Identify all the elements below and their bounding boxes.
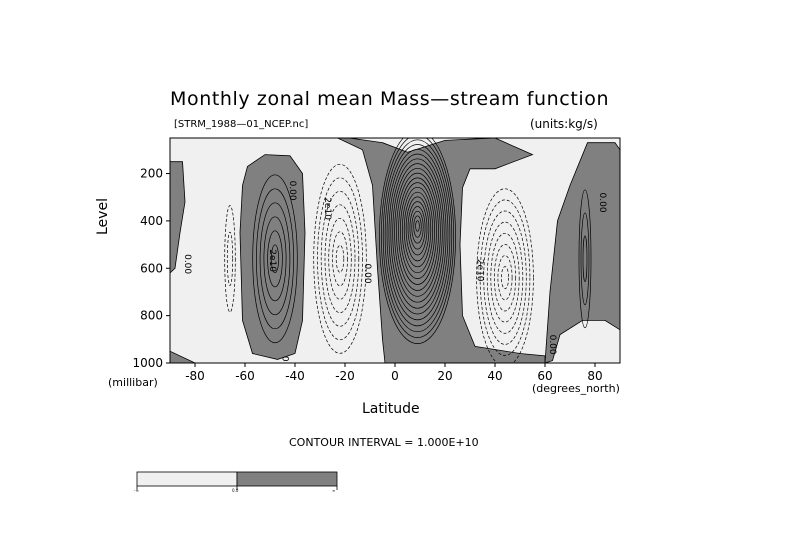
contour-sh-polar-2 bbox=[256, 188, 294, 330]
file-name: [STRM_1988—01_NCEP.nc] bbox=[174, 119, 309, 130]
x-tick-label--80: -80 bbox=[185, 369, 205, 383]
contour-label-3: 2e10 bbox=[267, 249, 277, 272]
contour-hadley-6 bbox=[388, 153, 447, 315]
contour-sh-polar-4 bbox=[263, 216, 287, 302]
x-axis-title: Latitude bbox=[362, 401, 420, 417]
x-axis-unit: (degrees_north) bbox=[532, 382, 620, 395]
contour-hadley-19 bbox=[413, 215, 422, 238]
contour-hadley-4 bbox=[384, 144, 451, 327]
contour-nh-ferrel-6 bbox=[493, 244, 517, 312]
contour-hadley-14 bbox=[403, 191, 432, 268]
contour-interval-note: CONTOUR INTERVAL = 1.000E+10 bbox=[289, 436, 479, 449]
contour-label-2: 2e10 bbox=[322, 197, 332, 220]
contour-nh-ferrel-7 bbox=[497, 255, 513, 301]
y-tick-label-1000: 1000 bbox=[132, 356, 163, 370]
contour-nh-polar-3 bbox=[582, 235, 588, 283]
y-tick-label-400: 400 bbox=[140, 214, 163, 228]
contour-sh-subtropics-6 bbox=[332, 231, 348, 287]
y-axis-title: Level bbox=[95, 198, 111, 235]
contour-label-7: 0.00 bbox=[597, 193, 607, 213]
contour-field: 0.00 2e10 2e10 0.00 0.00 2e10 0.00 0.00 0.00 bbox=[170, 138, 620, 376]
x-tick-label-40: 40 bbox=[487, 369, 502, 383]
contour-label-8: 0.00 bbox=[547, 335, 557, 355]
contour-label-6: 2e10 bbox=[475, 259, 485, 282]
y-tick-label-600: 600 bbox=[140, 261, 163, 275]
x-tick-label-20: 20 bbox=[437, 369, 452, 383]
contour-sh-subtropics-5 bbox=[328, 217, 352, 300]
contour-sh-ferrel-2 bbox=[226, 231, 234, 286]
colorbar-positive bbox=[236, 471, 338, 487]
positive-region-sh-polar bbox=[239, 154, 306, 360]
contour-hadley-3 bbox=[382, 139, 453, 333]
contour-sh-subtropics-2 bbox=[317, 177, 363, 341]
contour-sh-polar-6 bbox=[270, 244, 280, 274]
chart-title: Monthly zonal mean Mass—stream function bbox=[170, 88, 610, 110]
x-tick-label-80: 80 bbox=[587, 369, 602, 383]
contour-label-1: 0.00 bbox=[287, 181, 297, 201]
contour-hadley-18 bbox=[411, 210, 424, 244]
x-tick-label--20: -20 bbox=[335, 369, 355, 383]
contour-label-5: 0.00 bbox=[362, 264, 372, 284]
y-axis-unit: (millibar) bbox=[108, 376, 158, 389]
contour-hadley-9 bbox=[394, 167, 441, 297]
contour-hadley-2 bbox=[380, 138, 455, 338]
colorbar-label-max: ∞ bbox=[332, 488, 336, 493]
positive-region-sh-polar-left bbox=[170, 161, 186, 274]
contour-nh-polar-2 bbox=[580, 212, 590, 306]
contour-hadley-13 bbox=[401, 186, 434, 274]
contour-hadley-5 bbox=[386, 148, 449, 321]
y-tick-label-200: 200 bbox=[140, 167, 163, 181]
units-label: (units:kg/s) bbox=[530, 117, 598, 131]
positive-region-sh-surface bbox=[170, 350, 196, 363]
contour-nh-ferrel-4 bbox=[486, 221, 524, 334]
contour-hadley-17 bbox=[409, 206, 426, 250]
colorbar-label-zero: 0.0 bbox=[232, 488, 239, 493]
contour-nh-ferrel-2 bbox=[479, 199, 531, 356]
contour-hadley-1 bbox=[379, 138, 456, 344]
x-tick-label--60: -60 bbox=[235, 369, 255, 383]
contour-nh-ferrel-8 bbox=[501, 266, 509, 290]
contour-sh-polar-3 bbox=[259, 202, 291, 316]
contour-nh-ferrel-3 bbox=[483, 210, 527, 345]
contour-nh-ferrel-5 bbox=[490, 232, 520, 323]
contour-nh-ferrel-1 bbox=[476, 188, 534, 363]
contour-hadley-16 bbox=[407, 201, 428, 256]
contour-sh-subtropics-1 bbox=[313, 163, 367, 354]
contour-hadley-20 bbox=[415, 220, 420, 232]
contour-hadley-8 bbox=[392, 163, 443, 303]
x-tick-label-60: 60 bbox=[537, 369, 552, 383]
colorbar-label-min: -∞ bbox=[134, 488, 139, 493]
colorbar-negative bbox=[136, 471, 238, 487]
contour-sh-subtropics-7 bbox=[335, 244, 345, 273]
contour-nh-polar-1 bbox=[578, 189, 592, 329]
contour-hadley-7 bbox=[390, 158, 445, 309]
x-tick-label-0: 0 bbox=[391, 369, 399, 383]
contour-hadley-10 bbox=[396, 172, 439, 291]
contour-hadley-12 bbox=[400, 182, 435, 279]
contour-hadley-15 bbox=[405, 196, 430, 262]
contour-hadley-11 bbox=[398, 177, 437, 285]
contour-label-9: 0.00 bbox=[280, 356, 290, 376]
contour-sh-polar-5 bbox=[267, 230, 283, 288]
y-tick-label-800: 800 bbox=[140, 309, 163, 323]
contour-sh-polar-1 bbox=[252, 174, 298, 344]
x-tick-label--40: -40 bbox=[285, 369, 305, 383]
contour-sh-ferrel-1 bbox=[224, 205, 236, 313]
contour-sh-subtropics-3 bbox=[320, 190, 360, 327]
contour-sh-subtropics-4 bbox=[324, 204, 356, 314]
contour-label-4: 0.00 bbox=[182, 254, 192, 274]
